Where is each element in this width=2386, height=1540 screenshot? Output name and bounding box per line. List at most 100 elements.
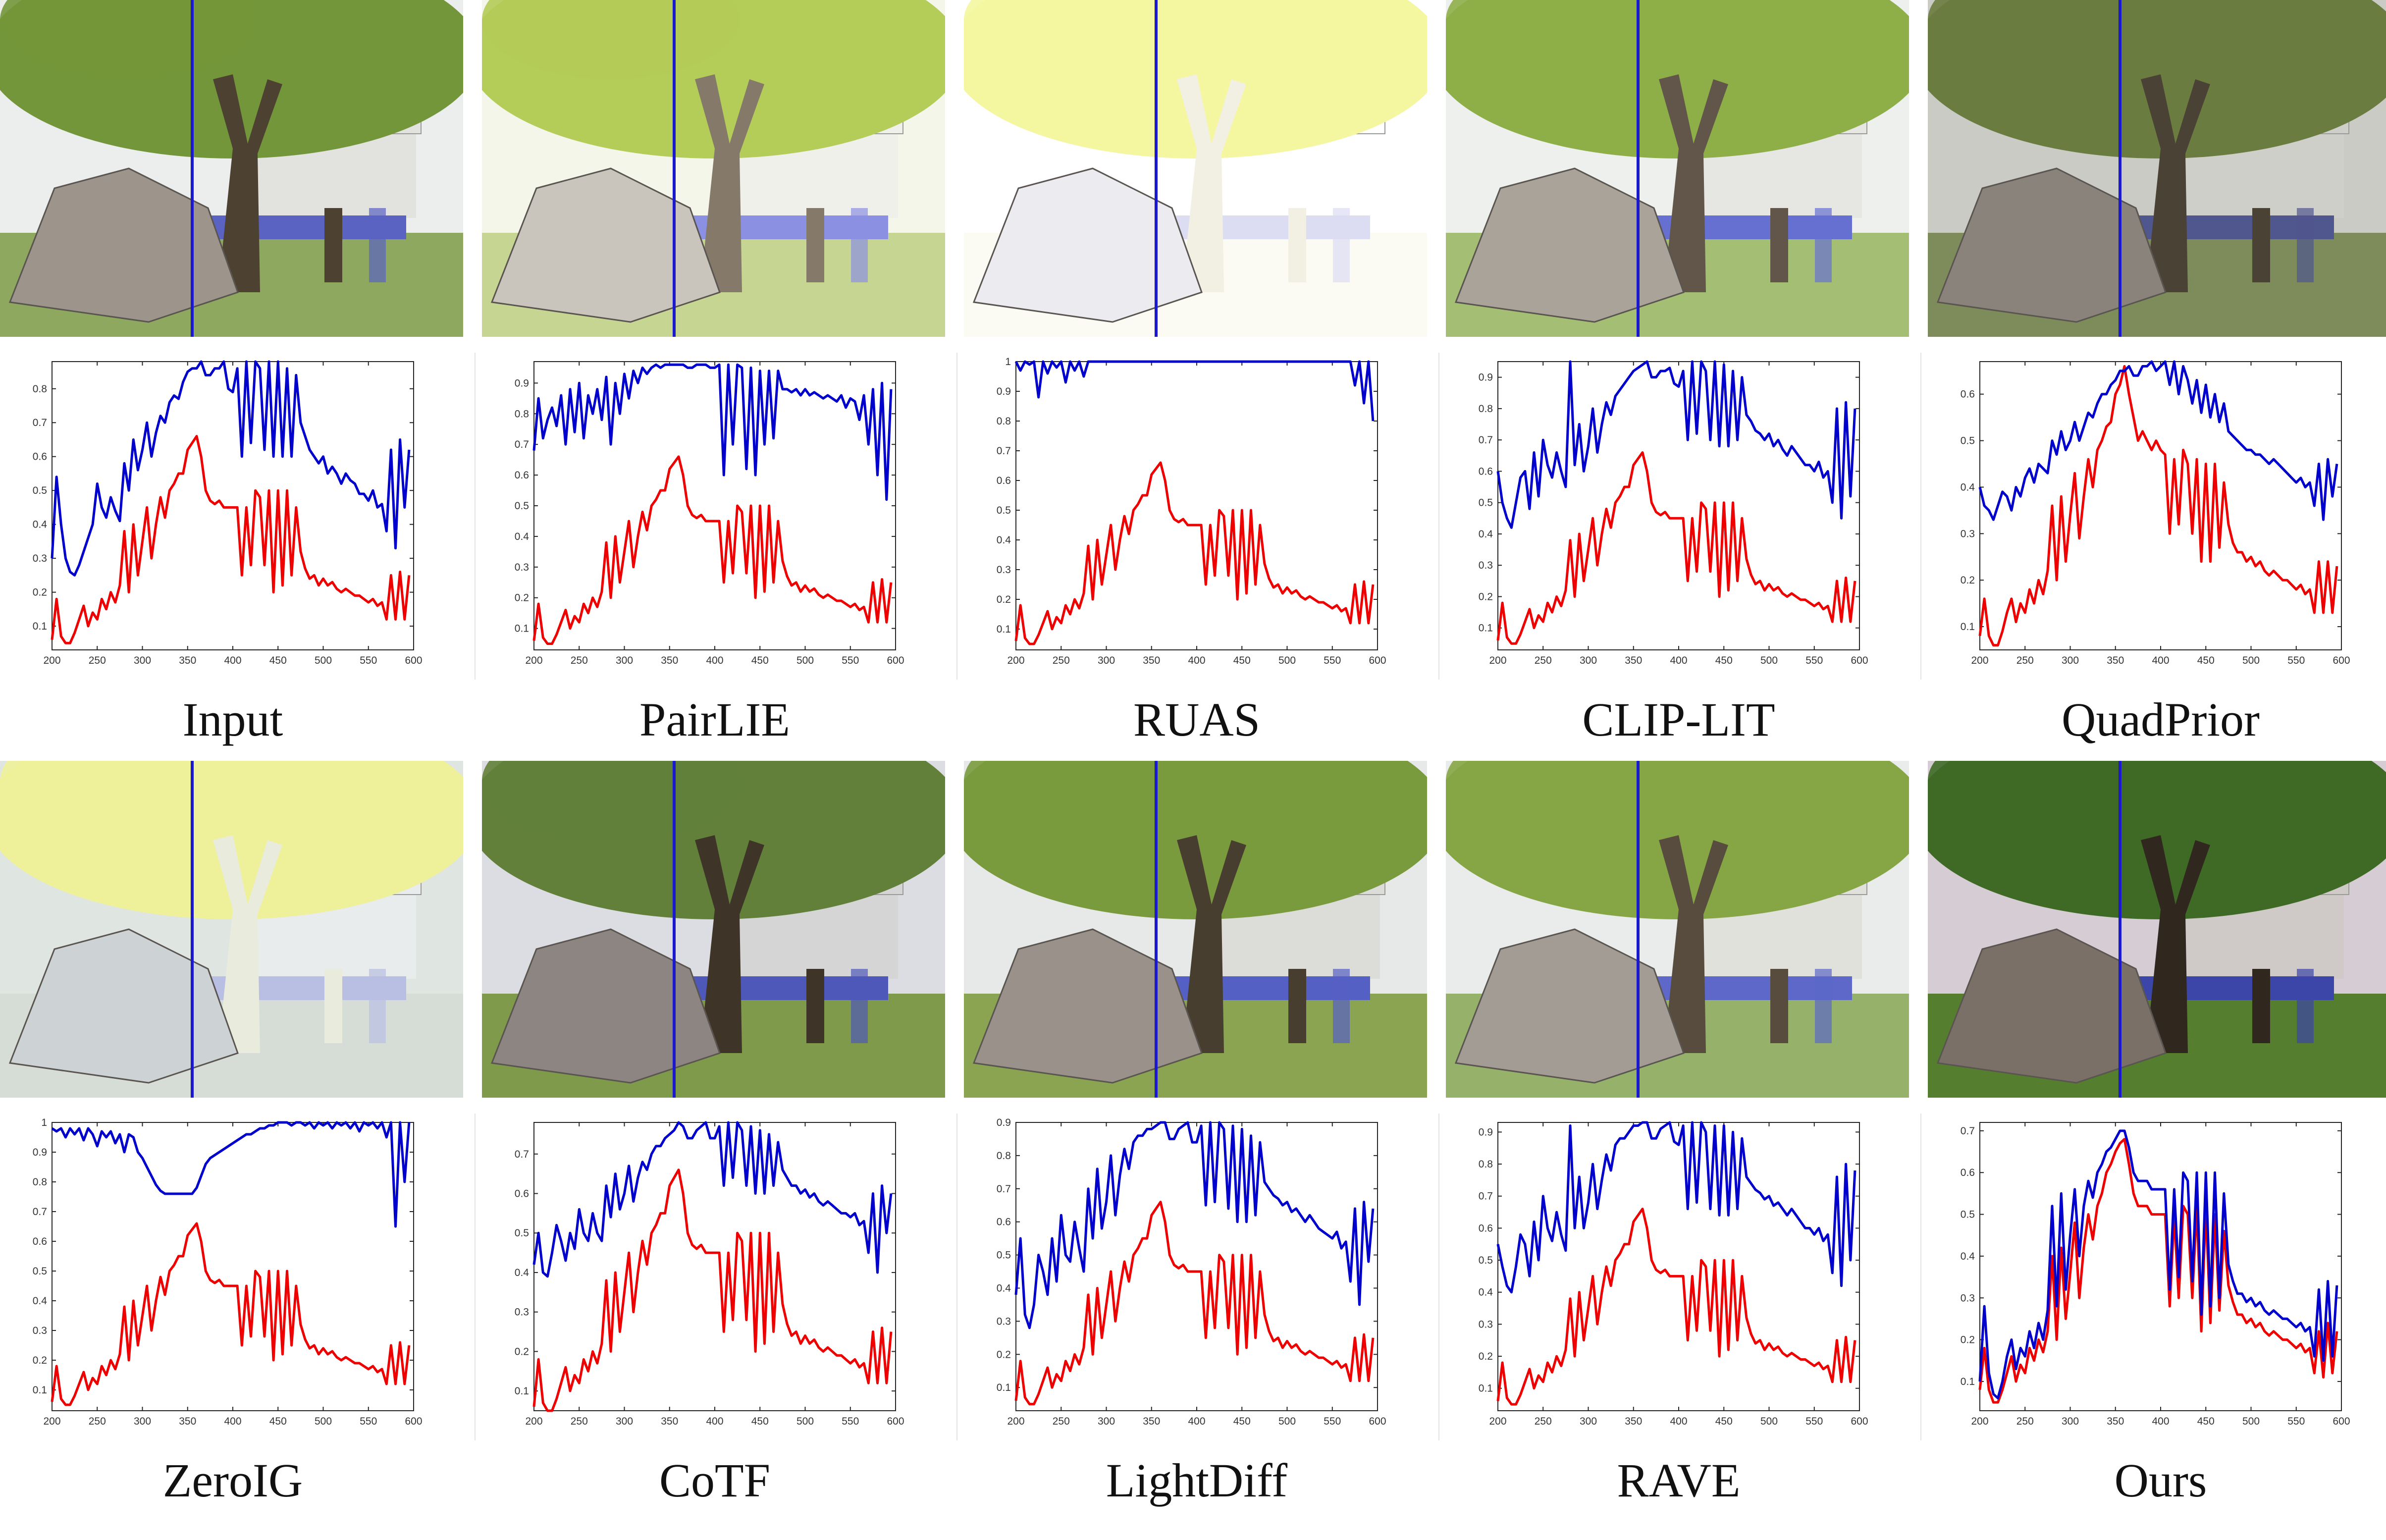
- x-tick-label: 250: [89, 655, 106, 666]
- scene-image: [482, 0, 945, 337]
- x-tick-label: 350: [661, 655, 678, 666]
- y-tick-label: 0.2: [515, 1346, 529, 1357]
- x-tick-label: 200: [1971, 655, 1988, 666]
- x-tick-label: 350: [1143, 1416, 1160, 1427]
- y-tick-label: 0.6: [1479, 466, 1493, 477]
- y-tick-label: 0.7: [1479, 434, 1493, 446]
- x-tick-label: 250: [2016, 1416, 2034, 1427]
- series-line-blue: [1978, 1129, 2338, 1400]
- tent: [8, 167, 239, 323]
- y-tick-label: 0.2: [997, 594, 1011, 605]
- x-tick-label: 500: [796, 1416, 814, 1427]
- intensity-profile-chart: 200 250 300 350 400 450 500 550 600 0.1 0.2 0.3 0.4 0…: [515, 361, 904, 666]
- panel-caption: Input: [182, 693, 283, 746]
- column-divider: [1438, 1114, 1439, 1440]
- panel-caption: Ours: [2114, 1454, 2207, 1507]
- x-tick-label: 400: [2152, 655, 2169, 666]
- x-tick-label: 400: [1670, 1416, 1687, 1427]
- x-tick-label: 550: [1805, 1416, 1823, 1427]
- scene-image: [1928, 761, 2386, 1098]
- y-tick-label: 0.3: [1961, 528, 1975, 539]
- series-line-red: [532, 455, 893, 645]
- y-tick-label: 0.4: [997, 1282, 1011, 1294]
- y-tick-label: 0.1: [33, 621, 47, 632]
- person: [369, 208, 386, 282]
- x-tick-label: 550: [2287, 1416, 2305, 1427]
- x-tick-label: 600: [405, 1416, 422, 1427]
- y-tick-label: 0.7: [515, 1149, 529, 1160]
- y-tick-label: 0.8: [33, 1176, 47, 1188]
- person: [806, 208, 824, 282]
- x-tick-label: 500: [1278, 655, 1296, 666]
- y-tick-label: 0.7: [1961, 1125, 1975, 1137]
- y-tick-label: 0.3: [33, 1325, 47, 1336]
- tent: [1936, 167, 2167, 323]
- x-tick-label: 400: [1670, 655, 1687, 666]
- x-tick-label: 400: [706, 1416, 723, 1427]
- person: [851, 208, 868, 282]
- y-tick-label: 0.4: [997, 534, 1011, 546]
- x-tick-label: 250: [1053, 655, 1070, 666]
- x-tick-label: 550: [360, 655, 377, 666]
- x-tick-label: 450: [1715, 1416, 1733, 1427]
- intensity-profile-chart: 200 250 300 350 400 450 500 550 600 0.1 0.2 0.3 0.4 0…: [997, 1117, 1386, 1427]
- y-tick-label: 0.9: [997, 1117, 1011, 1128]
- x-tick-label: 450: [1233, 1416, 1251, 1427]
- x-tick-label: 600: [887, 655, 904, 666]
- y-tick-label: 0.6: [33, 451, 47, 463]
- scene-image: [1446, 761, 1909, 1098]
- plot-frame: [1497, 1122, 1860, 1411]
- tree-trunk: [1177, 835, 1246, 1053]
- intensity-profile-chart: 200 250 300 350 400 450 500 550 600 0.1 0.2 0.3 0.4 0…: [997, 356, 1386, 666]
- panel-caption: RAVE: [1617, 1454, 1741, 1507]
- series-line-blue: [1496, 1121, 1856, 1294]
- person: [1815, 969, 1832, 1043]
- x-tick-label: 350: [2107, 1416, 2124, 1427]
- y-tick-label: 0.6: [1961, 389, 1975, 400]
- plot-frame: [1979, 1122, 2342, 1411]
- y-tick-label: 0.9: [1479, 1126, 1493, 1138]
- tree-trunk: [2141, 835, 2210, 1053]
- y-tick-label: 0.9: [515, 377, 529, 389]
- y-tick-label: 0.9: [997, 386, 1011, 397]
- x-tick-label: 550: [2287, 655, 2305, 666]
- x-tick-label: 450: [1715, 655, 1733, 666]
- tent: [490, 167, 721, 323]
- series-line-red: [532, 1168, 893, 1412]
- y-tick-label: 0.7: [33, 1206, 47, 1218]
- x-tick-label: 300: [1580, 1416, 1597, 1427]
- x-tick-label: 200: [1971, 1416, 1988, 1427]
- x-tick-label: 600: [2333, 1416, 2350, 1427]
- x-tick-label: 600: [1369, 1416, 1386, 1427]
- tent: [1936, 928, 2167, 1084]
- person: [1333, 969, 1350, 1043]
- tree-trunk: [1659, 74, 1728, 292]
- x-tick-label: 350: [179, 655, 196, 666]
- intensity-profile-chart: 200 250 300 350 400 450 500 550 600 0.1 0.2 0.3 0.4 0…: [1961, 1122, 2350, 1427]
- column-divider: [1920, 353, 1921, 680]
- x-tick-label: 250: [1535, 655, 1552, 666]
- y-tick-label: 0.1: [997, 1382, 1011, 1393]
- y-tick-label: 0.3: [515, 562, 529, 573]
- series-line-blue: [1014, 360, 1375, 422]
- tent: [1454, 167, 1685, 323]
- x-tick-label: 450: [269, 655, 287, 666]
- y-tick-label: 1: [1005, 356, 1011, 368]
- column-divider: [1438, 353, 1439, 680]
- plot-frame: [1979, 361, 2342, 650]
- person: [1770, 969, 1788, 1043]
- intensity-profile-chart: 200 250 300 350 400 450 500 550 600 0.1 0.2 0.3 0.4 0…: [1479, 1121, 1868, 1427]
- y-tick-label: 0.5: [1961, 1209, 1975, 1221]
- y-tick-label: 0.6: [997, 1217, 1011, 1228]
- y-tick-label: 0.4: [1479, 1287, 1493, 1298]
- x-tick-label: 200: [43, 655, 60, 666]
- x-tick-label: 200: [1489, 655, 1506, 666]
- y-tick-label: 0.5: [1479, 497, 1493, 509]
- series-line-blue: [1978, 360, 2338, 521]
- person: [2252, 969, 2270, 1043]
- tent: [8, 928, 239, 1084]
- plot-frame: [1015, 1122, 1378, 1411]
- y-tick-label: 0.7: [33, 417, 47, 428]
- column-divider: [1920, 1114, 1921, 1440]
- person: [369, 969, 386, 1043]
